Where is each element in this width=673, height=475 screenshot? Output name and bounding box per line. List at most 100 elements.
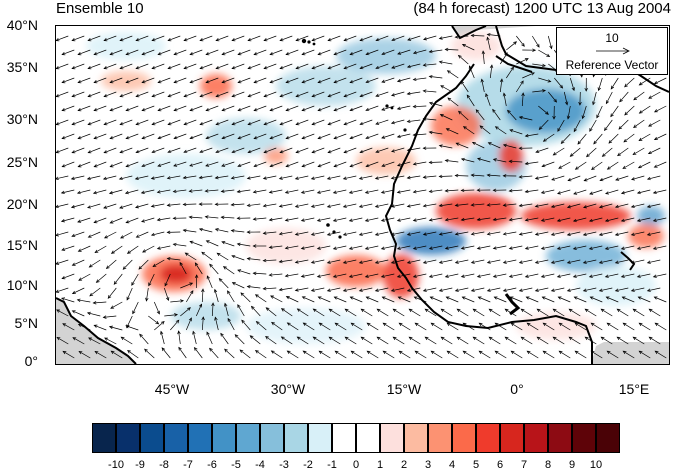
wind-vector xyxy=(441,337,452,344)
wind-vector xyxy=(431,351,442,358)
lon-label: 30°W xyxy=(271,381,305,397)
wind-vector xyxy=(625,78,635,87)
wind-vector xyxy=(121,337,132,344)
wind-vector xyxy=(361,337,372,344)
wind-vector xyxy=(128,246,139,253)
lat-label: 30°N xyxy=(0,111,38,127)
wind-vector xyxy=(377,337,388,344)
wind-vector xyxy=(162,348,170,358)
wind-vector xyxy=(578,134,586,144)
wind-vector xyxy=(287,351,298,358)
colorbar-swatch xyxy=(212,423,236,453)
wind-vector xyxy=(351,351,362,358)
colorbar-swatch xyxy=(188,423,212,453)
wind-vector xyxy=(495,351,506,358)
wind-vector xyxy=(415,323,426,330)
colorbar-label: 9 xyxy=(569,459,575,471)
wind-vector xyxy=(448,71,459,78)
wind-vector xyxy=(601,309,612,316)
wind-vector xyxy=(473,309,484,316)
wind-vector xyxy=(393,337,404,344)
wind-vector xyxy=(241,293,250,302)
wind-vector xyxy=(114,274,122,284)
wind-vector xyxy=(611,106,619,117)
wind-vector xyxy=(590,120,597,131)
colorbar-label: 6 xyxy=(497,459,503,471)
wind-vector xyxy=(263,288,276,289)
wind-vector xyxy=(228,291,235,302)
wind-vector xyxy=(608,162,619,169)
wind-vector xyxy=(96,274,106,282)
wind-vector xyxy=(623,162,634,169)
wind-vector xyxy=(655,106,667,112)
wind-vector xyxy=(399,323,410,330)
colorbar-label: -8 xyxy=(159,459,169,471)
wind-vector xyxy=(415,351,426,358)
wind-vector xyxy=(634,92,644,100)
colorbar-label: -5 xyxy=(231,459,241,471)
colorbar-swatch xyxy=(452,423,476,453)
colorbar-swatch xyxy=(572,423,596,453)
wind-vector xyxy=(183,204,196,205)
wind-vector xyxy=(186,291,193,302)
wind-vector xyxy=(594,134,603,144)
wind-vector xyxy=(575,351,586,358)
wind-vector xyxy=(633,148,644,155)
colorbar-swatch xyxy=(260,423,284,453)
lat-label: 0° xyxy=(0,353,38,369)
wind-vector xyxy=(111,302,122,308)
wind-vector xyxy=(602,148,612,156)
wind-vector xyxy=(655,78,667,84)
wind-vector xyxy=(132,274,139,285)
wind-vector xyxy=(233,283,245,288)
wind-vector xyxy=(455,176,468,177)
wind-vector xyxy=(543,351,554,358)
colorbar-swatch xyxy=(92,423,116,453)
reference-vector-label: Reference Vector xyxy=(557,58,667,72)
colorbar-swatch xyxy=(548,423,572,453)
wind-vector xyxy=(73,288,85,294)
wind-vector xyxy=(527,351,538,358)
wind-vector xyxy=(145,349,155,358)
wind-vector xyxy=(133,302,139,314)
plot-title-right: (84 h forecast) 1200 UTC 13 Aug 2004 xyxy=(413,0,671,17)
wind-vector xyxy=(441,309,452,316)
wind-vector xyxy=(463,351,474,358)
colorbar-swatch xyxy=(236,423,260,453)
colorbar-swatch xyxy=(332,423,356,453)
colorbar-swatch xyxy=(428,423,452,453)
wind-vector xyxy=(383,351,394,358)
wind-vector xyxy=(570,148,580,156)
wind-vector xyxy=(639,134,650,141)
colorbar-label: -10 xyxy=(108,459,124,471)
wind-vector xyxy=(140,334,149,344)
wind-vector xyxy=(89,260,100,267)
reference-vector-magnitude: 10 xyxy=(557,31,667,45)
wind-vector xyxy=(576,162,587,169)
wind-vector xyxy=(592,162,603,170)
wind-vector xyxy=(335,351,346,358)
wind-vector xyxy=(649,120,661,126)
wind-vector xyxy=(123,260,132,269)
colorbar-swatch xyxy=(500,423,524,453)
colorbar-label: 8 xyxy=(545,459,551,471)
wind-vector xyxy=(624,134,634,142)
wind-vector xyxy=(439,176,452,177)
wind-vector xyxy=(393,309,404,316)
reference-vector-legend: 10 Reference Vector xyxy=(556,27,668,75)
wind-vector xyxy=(639,162,651,168)
wind-vector xyxy=(639,106,650,113)
lon-label: 45°W xyxy=(155,381,189,397)
wind-vector xyxy=(95,246,106,253)
plot-title-left: Ensemble 10 xyxy=(56,0,144,17)
wind-vector xyxy=(107,260,117,269)
lat-label: 35°N xyxy=(0,59,38,75)
colorbar-label: -6 xyxy=(207,459,217,471)
wind-vector xyxy=(413,106,426,107)
colorbar-swatch xyxy=(476,423,500,453)
lat-label: 5°N xyxy=(0,315,38,331)
wind-vector xyxy=(623,323,634,330)
wind-vector xyxy=(202,289,203,302)
colorbar-label: 7 xyxy=(521,459,527,471)
